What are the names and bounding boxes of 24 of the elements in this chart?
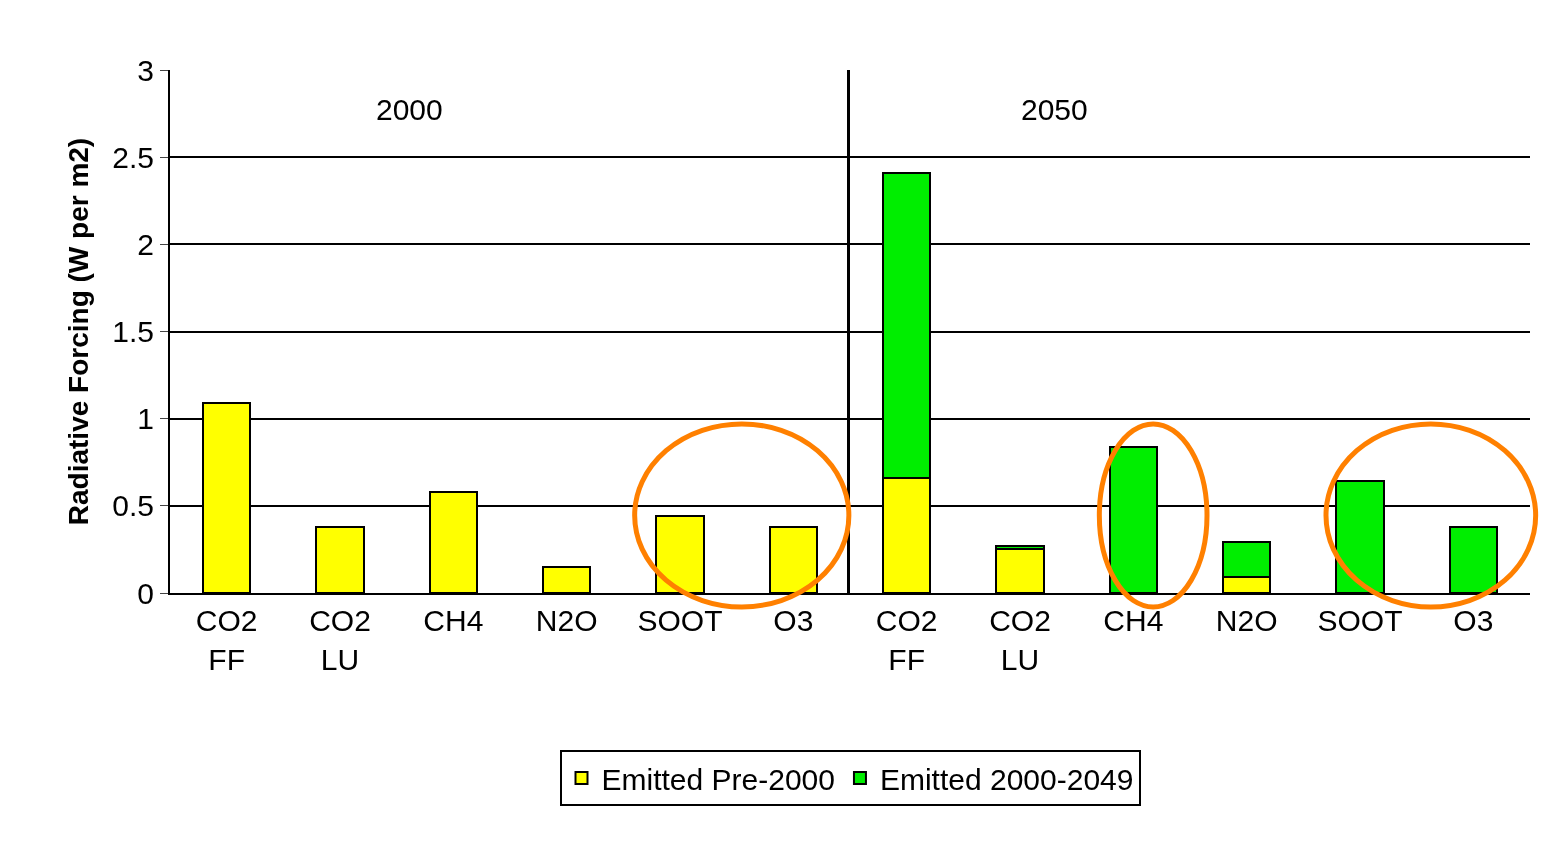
y-tick-label: 0 xyxy=(137,576,154,610)
y-tick-label: 1 xyxy=(137,402,154,436)
x-tick-label: SOOT xyxy=(1317,604,1403,637)
x-tick-label: O3 xyxy=(1453,604,1494,637)
y-tick-label: 0.5 xyxy=(112,489,154,523)
annotation: 2000 xyxy=(376,93,443,126)
x-tick-label: CO2 LU xyxy=(989,604,1051,676)
x-tick-label: CO2 FF xyxy=(195,604,258,676)
x-tick-label: CH4 xyxy=(1103,604,1164,637)
x-tick-label: O3 xyxy=(773,604,814,637)
x-tick-label: CO2 FF xyxy=(875,604,938,676)
x-tick-label: CO2 LU xyxy=(309,604,371,676)
y-tick-label: 1.5 xyxy=(112,315,154,348)
x-tick-label: CH4 xyxy=(423,604,484,637)
y-tick-label: 3 xyxy=(137,53,154,87)
x-tick-label: SOOT xyxy=(637,604,723,637)
legend-label: Emitted 2000-2049 xyxy=(879,762,1134,796)
y-tick-label: 2 xyxy=(137,227,154,261)
y-tick-label: 2.5 xyxy=(112,140,154,174)
y-axis-title: Radiative Forcing (W per m2) xyxy=(63,137,95,526)
legend-label: Emitted Pre-2000 xyxy=(601,762,835,796)
x-tick-label: N2O xyxy=(1215,604,1278,637)
annotation: 2050 xyxy=(1021,93,1088,126)
x-tick-label: N2O xyxy=(535,604,598,637)
